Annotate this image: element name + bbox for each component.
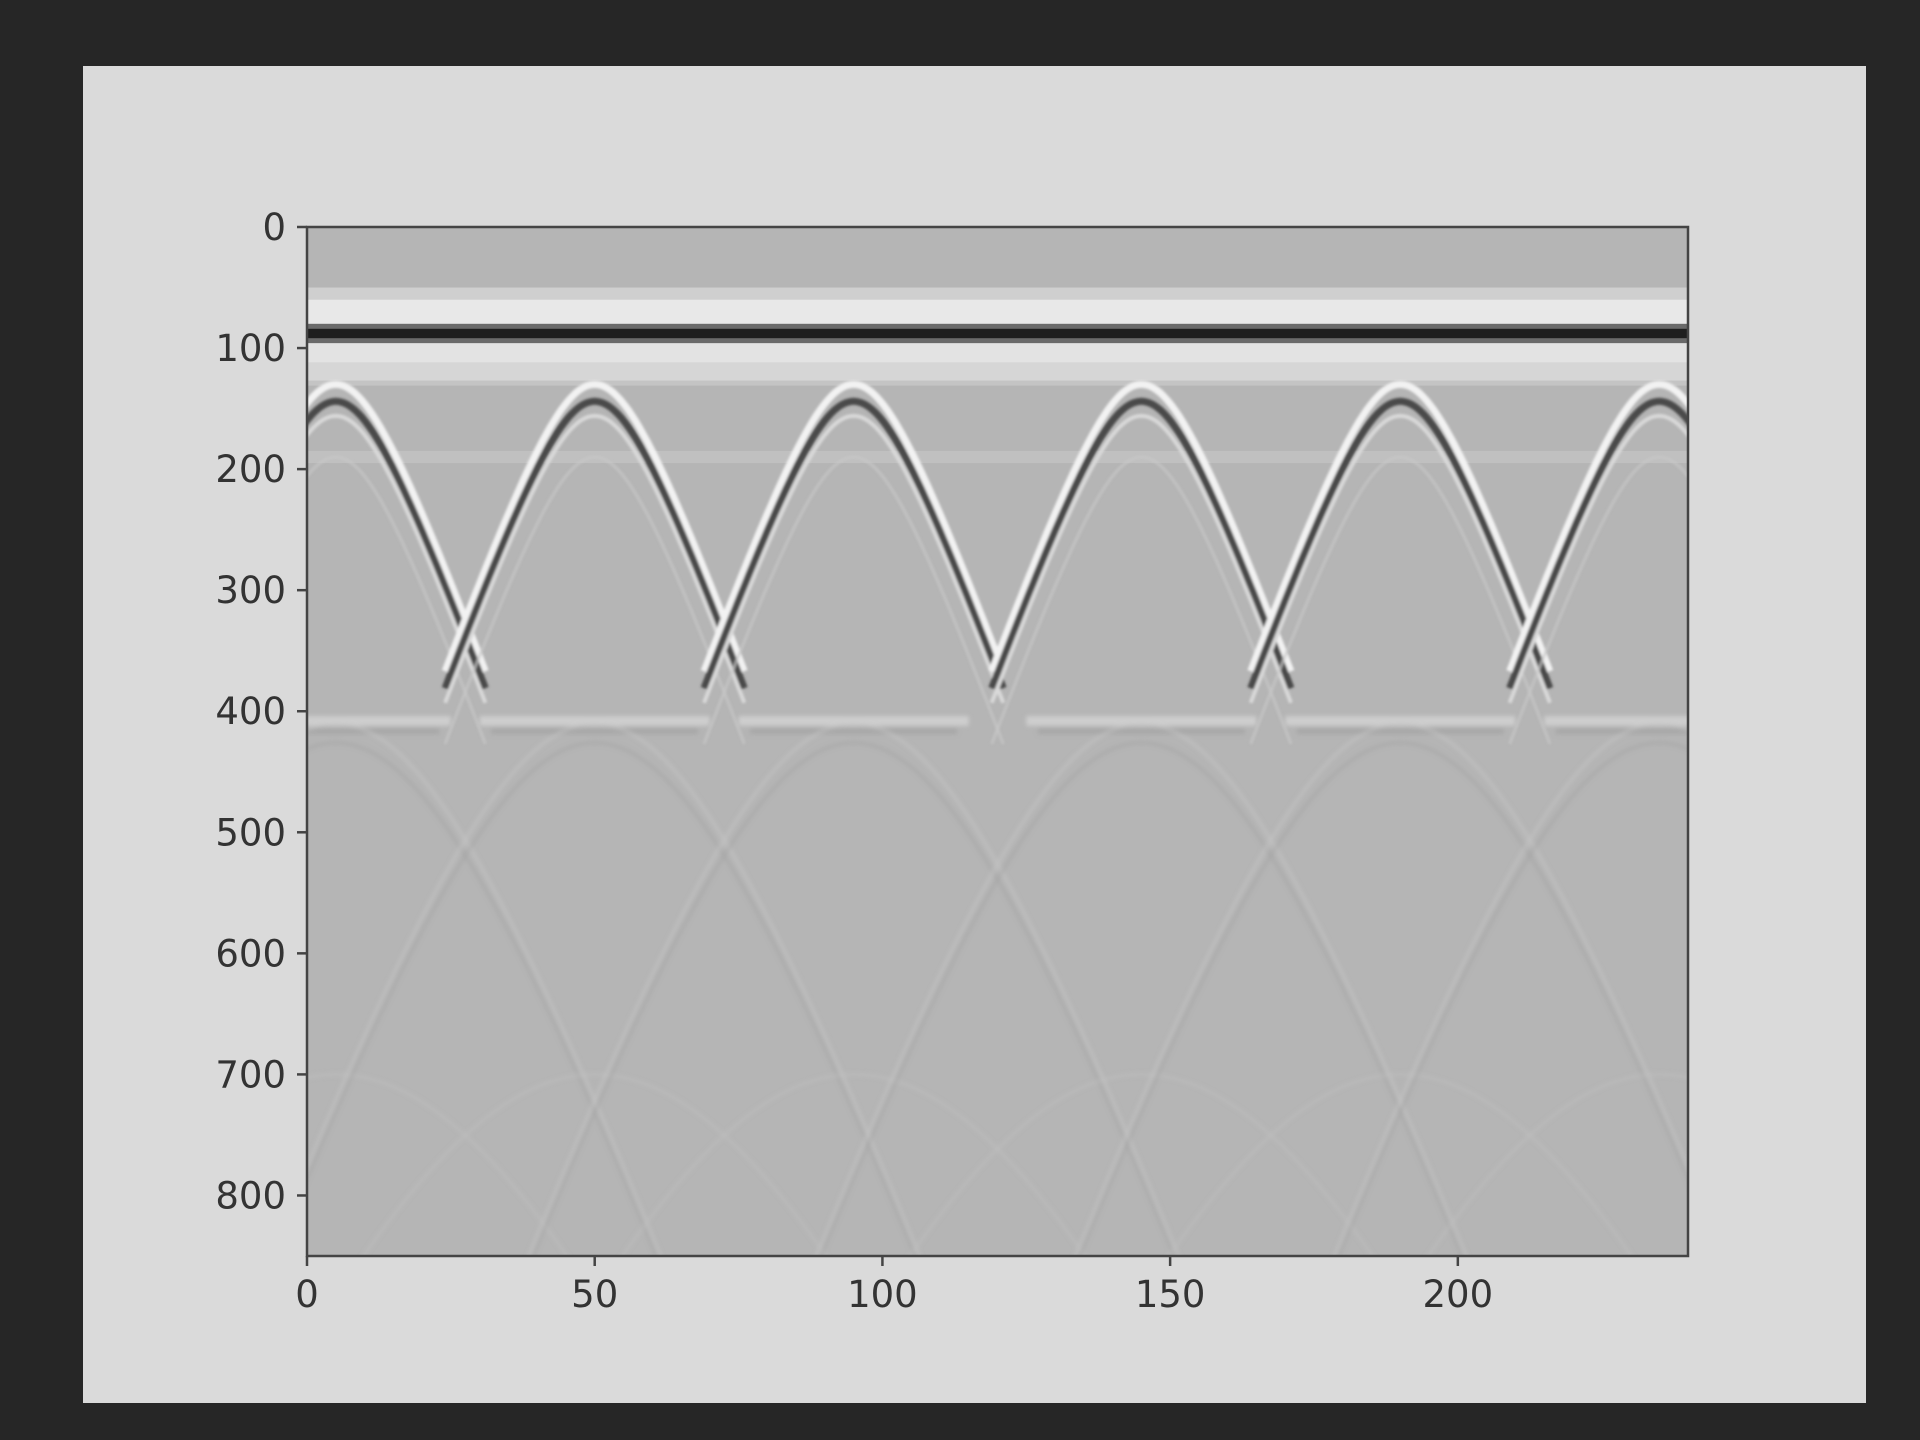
multiple-6-3: [1426, 1072, 1688, 1256]
hyperbola-faint-echo: [702, 455, 1005, 745]
hyperbola-5: [1247, 380, 1554, 745]
x-tick-label: 100: [847, 1273, 918, 1316]
y-tick-label: 800: [215, 1174, 286, 1217]
hyperbola-faint-echo: [307, 455, 487, 745]
multiple-3-2: [531, 741, 1176, 1256]
hyperbola-2: [441, 380, 748, 745]
band-dark-edge-bottom: [307, 338, 1688, 344]
band-dark-edge-top: [307, 323, 1688, 329]
y-tick-label: 600: [215, 932, 286, 975]
secondary-reflector-5: [1285, 716, 1516, 726]
hyperbola-1: [307, 380, 489, 745]
direct-wave-bands: [307, 287, 1688, 464]
hyperbola-dark-trough: [441, 397, 748, 690]
secondary-reflector-4: [1026, 716, 1257, 726]
y-tick-label: 400: [215, 690, 286, 733]
multiple-3-3: [620, 1072, 1087, 1256]
band-dark-core: [307, 328, 1688, 339]
secondary-reflector-shadow-1: [307, 728, 440, 735]
multiple-4-2: [819, 741, 1464, 1256]
multiple-reflections: [307, 716, 1688, 1256]
band-light-bottom: [307, 343, 1688, 363]
x-tick-label: 150: [1135, 1273, 1206, 1316]
multiple-3-1: [527, 721, 1180, 1256]
x-tick-label: 0: [295, 1273, 319, 1316]
hyperbola-dark-trough: [1506, 397, 1688, 690]
x-axis: 0 50 100 150 200: [295, 1256, 1493, 1316]
multiple-6-1: [1333, 721, 1688, 1256]
secondary-reflector-shadow-2: [491, 728, 699, 735]
hyperbola-dark-trough: [988, 397, 1295, 690]
band-light-top: [307, 299, 1688, 324]
hyperbola-faint-echo: [990, 455, 1293, 745]
hyperbola-white-crest: [988, 380, 1295, 673]
hyperbola-white-secondary: [443, 413, 747, 704]
multiple-1-3: [307, 1072, 569, 1256]
hyperbola-4: [988, 380, 1295, 745]
x-tick-label: 50: [571, 1273, 618, 1316]
plot-area: [307, 227, 1688, 1256]
multiple-4-1: [815, 721, 1468, 1256]
y-tick-label: 0: [262, 206, 286, 249]
y-tick-label: 300: [215, 569, 286, 612]
band-flat-faint: [307, 450, 1688, 464]
multiple-5-2: [1077, 741, 1688, 1256]
secondary-reflector-shadow-3: [750, 728, 958, 735]
hyperbola-white-secondary: [989, 413, 1293, 704]
secondary-reflector-3: [738, 716, 969, 726]
multiple-1-2: [307, 741, 659, 1256]
multiple-4-3: [908, 1072, 1375, 1256]
plot-frame: [305, 225, 1690, 1258]
hyperbola-dark-trough: [307, 397, 489, 690]
multiple-5-1: [1074, 721, 1688, 1256]
y-tick-label: 500: [215, 811, 286, 854]
secondary-reflector-2: [479, 716, 710, 726]
hyperbola-white-secondary: [702, 413, 1006, 704]
hyperbola-dark-trough: [1247, 397, 1554, 690]
image-background: [307, 227, 1688, 1256]
hyperbola-white-secondary: [1248, 413, 1552, 704]
y-tick-label: 700: [215, 1053, 286, 1096]
hyperbola-faint-echo: [1249, 455, 1552, 745]
hyperbola-white-crest: [1247, 380, 1554, 673]
secondary-reflector-shadow-6: [1555, 728, 1688, 735]
secondary-reflector-shadow-4: [1037, 728, 1245, 735]
hyperbola-faint-echo: [1508, 455, 1688, 745]
hyperbola-white-crest: [441, 380, 748, 673]
x-tick-label: 200: [1423, 1273, 1494, 1316]
hyperbola-white-crest: [700, 380, 1007, 673]
multiple-2-2: [307, 741, 918, 1256]
secondary-reflector-shadow-5: [1296, 728, 1504, 735]
multiple-1-1: [307, 721, 662, 1256]
band-transition-top: [307, 287, 1688, 300]
hyperbola-white-secondary: [307, 413, 488, 704]
secondary-reflector-6: [1544, 716, 1688, 726]
hyperbola-6: [1506, 380, 1688, 745]
y-axis: 0 100 200 300 400 500 600 700 800: [215, 206, 307, 1217]
y-tick-label: 200: [215, 448, 286, 491]
hyperbola-reflections: [307, 380, 1688, 745]
hyperbola-3: [700, 380, 1007, 745]
hyperbola-faint-echo: [443, 455, 746, 745]
hyperbola-dark-trough: [700, 397, 1007, 690]
multiple-6-2: [1336, 741, 1688, 1256]
y-tick-label: 100: [215, 327, 286, 370]
hyperbola-white-secondary: [1507, 413, 1688, 704]
band-flat-top: [307, 380, 1688, 386]
secondary-reflector-1: [307, 716, 451, 726]
hyperbola-white-crest: [307, 380, 489, 673]
band-light-fade: [307, 362, 1688, 381]
hyperbola-white-crest: [1506, 380, 1688, 673]
multiple-5-3: [1167, 1072, 1634, 1256]
multiple-2-3: [361, 1072, 828, 1256]
multiple-2-1: [307, 721, 921, 1256]
